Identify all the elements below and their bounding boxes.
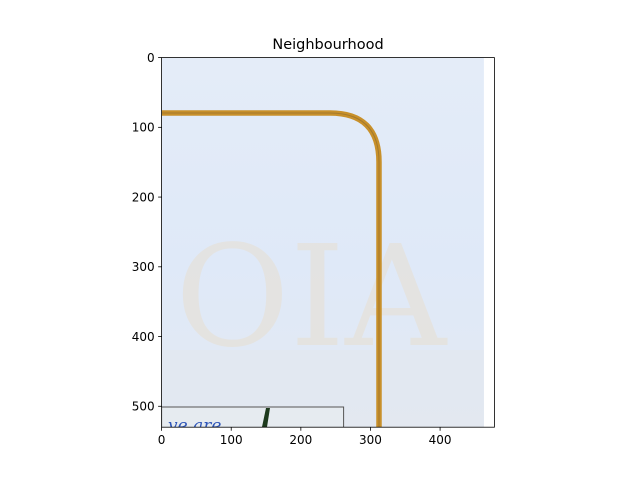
y-tick-label: 500 xyxy=(132,400,155,414)
stamp-fragment: ve are xyxy=(168,416,221,436)
y-tick-label: 400 xyxy=(132,330,155,344)
x-tick-label: 400 xyxy=(429,433,452,447)
stamp-mark xyxy=(262,408,270,427)
x-tick-label: 300 xyxy=(359,433,382,447)
chart-title: Neighbourhood xyxy=(272,37,383,53)
guide-line-shadow xyxy=(161,112,380,428)
y-axis: 0 100 200 300 400 500 xyxy=(132,51,162,414)
y-tick-label: 300 xyxy=(132,260,155,274)
x-axis: 0 100 200 300 400 xyxy=(158,427,452,447)
watermark-glyphs: OIA xyxy=(175,216,448,379)
y-tick-label: 0 xyxy=(147,51,155,65)
axes-frame xyxy=(161,57,495,428)
stamp-box xyxy=(161,406,345,428)
x-tick-label: 200 xyxy=(289,433,312,447)
y-tick-label: 100 xyxy=(132,121,155,135)
x-tick-label: 100 xyxy=(220,433,243,447)
plot-area: OIA ve are xyxy=(161,57,484,436)
x-tick-label: 0 xyxy=(158,433,166,447)
y-tick-label: 200 xyxy=(132,190,155,204)
